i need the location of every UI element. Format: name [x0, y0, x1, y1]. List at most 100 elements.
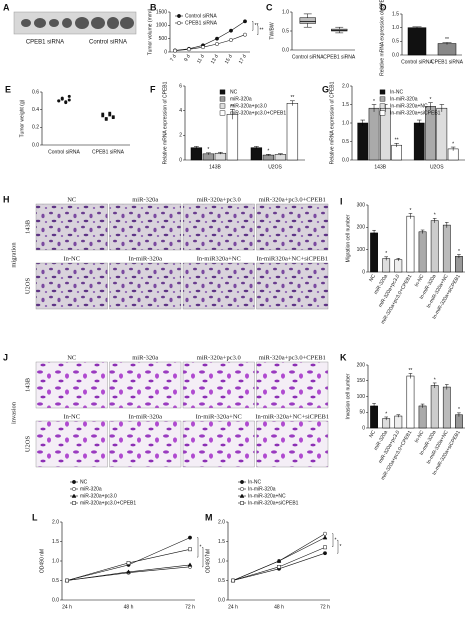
error-bar [444, 222, 449, 228]
error-bar [396, 414, 401, 418]
error-bar [396, 258, 401, 262]
point [60, 96, 64, 100]
significance: * [335, 538, 337, 544]
error-bar [408, 373, 413, 379]
legend-label: miR-320a+pc3.0+CPEB1 [80, 500, 136, 506]
bar [442, 386, 451, 429]
micrograph [256, 361, 329, 409]
group-label: Control siRNA [89, 40, 127, 46]
legend-label: CPEB1 siRNA [185, 20, 218, 26]
bar [382, 258, 391, 273]
legend-swatch [219, 110, 226, 116]
point [104, 117, 108, 121]
row-label: 143B [24, 377, 31, 392]
column-label: In-miR-320a [128, 255, 162, 262]
legend-label: NC [80, 479, 88, 485]
x-tick-label: 13 d [210, 53, 220, 65]
y-tick-label: 1.5 [52, 539, 59, 545]
micrograph [109, 361, 182, 409]
y-tick-label: 2.0 [218, 519, 225, 525]
point [240, 487, 244, 491]
y-tick-label: 1.5 [342, 102, 349, 108]
y-tick-label: 0.5 [342, 139, 349, 145]
y-tick-label: 1.0 [218, 558, 225, 564]
point [201, 45, 205, 50]
bar [407, 27, 427, 56]
point [243, 19, 247, 24]
y-tick-label: 1.0 [342, 120, 349, 126]
error-bar [444, 384, 449, 390]
y-tick-label: 0.5 [392, 39, 399, 45]
bar [430, 385, 439, 429]
group-label: CPEB1 siRNA [26, 40, 64, 46]
panel-a: A CPEB1 siRNA Control siRNA [3, 2, 137, 46]
series-line [174, 34, 246, 51]
panel-letter: I [340, 196, 343, 206]
y-tick-label: 0 [179, 157, 182, 163]
point [322, 535, 328, 540]
error-bar [450, 146, 456, 151]
legend-swatch [219, 89, 226, 95]
point [323, 545, 327, 550]
x-tick-label: CPEB1 siRNA [431, 59, 464, 65]
y-tick-label: 0.5 [282, 28, 289, 34]
y-axis-label: Relative mRNA expression of CPEB1 [162, 81, 168, 164]
bar [214, 152, 227, 161]
x-tick-label: 9 d [183, 53, 192, 62]
micrograph [256, 262, 329, 310]
point [72, 480, 76, 484]
y-tick-label: 2.0 [342, 83, 349, 89]
point [229, 38, 233, 42]
significance: ** [260, 28, 264, 34]
y-axis-label: Invasion cell number [345, 373, 351, 419]
y-tick-label: 1.5 [218, 539, 225, 545]
micrograph [35, 203, 108, 251]
y-tick-label: 50 [359, 410, 365, 416]
y-tick-label: 0.5 [218, 578, 225, 584]
legend-swatch [379, 103, 386, 109]
significance: * [385, 251, 387, 257]
bar [455, 256, 463, 273]
significance: ** [255, 23, 259, 29]
y-tick-label: 150 [357, 378, 366, 384]
column-label: NC [67, 196, 76, 203]
micrograph [182, 420, 255, 468]
x-tick-label: 11 d [196, 53, 206, 64]
bar [274, 154, 287, 161]
x-tick-label: CPEB1 siRNA [323, 54, 356, 60]
micrograph [182, 262, 255, 310]
error-bar [290, 100, 295, 106]
significance: * [430, 97, 432, 103]
error-bar [420, 403, 425, 408]
error-bar [432, 218, 437, 223]
significance: ** [445, 37, 449, 43]
error-bar [420, 229, 425, 234]
point [240, 501, 244, 505]
point [111, 116, 115, 120]
x-tick-label: 17 d [238, 53, 248, 65]
x-tick-label: CPEB1 siRNA [92, 149, 125, 155]
column-label: In-miR320a+NC [197, 255, 241, 262]
column-label: In-miR320a+NC+siCPEB1 [256, 255, 328, 262]
y-tick-label: 0 [362, 269, 365, 275]
bar [406, 375, 415, 429]
legend-label: In-miR-320a [390, 96, 418, 102]
significance: ** [408, 368, 412, 374]
bar [286, 103, 299, 161]
error-bar [412, 26, 422, 29]
error-bar [372, 403, 376, 409]
legend-label: Control siRNA [185, 13, 217, 19]
error-bar [394, 143, 399, 148]
error-bar [457, 254, 461, 259]
x-tick-label: Control siRNA [401, 59, 433, 65]
point [243, 32, 247, 37]
point [240, 480, 244, 484]
micrograph [109, 262, 182, 310]
series-line [174, 21, 246, 51]
bar [455, 414, 463, 429]
y-tick-label: 6 [179, 83, 182, 89]
legend-label: miR-320a+pc3.0 [80, 493, 117, 499]
point [72, 501, 76, 505]
y-tick-label: 500 [159, 36, 168, 42]
y-axis-label: TW/BW [269, 22, 275, 39]
